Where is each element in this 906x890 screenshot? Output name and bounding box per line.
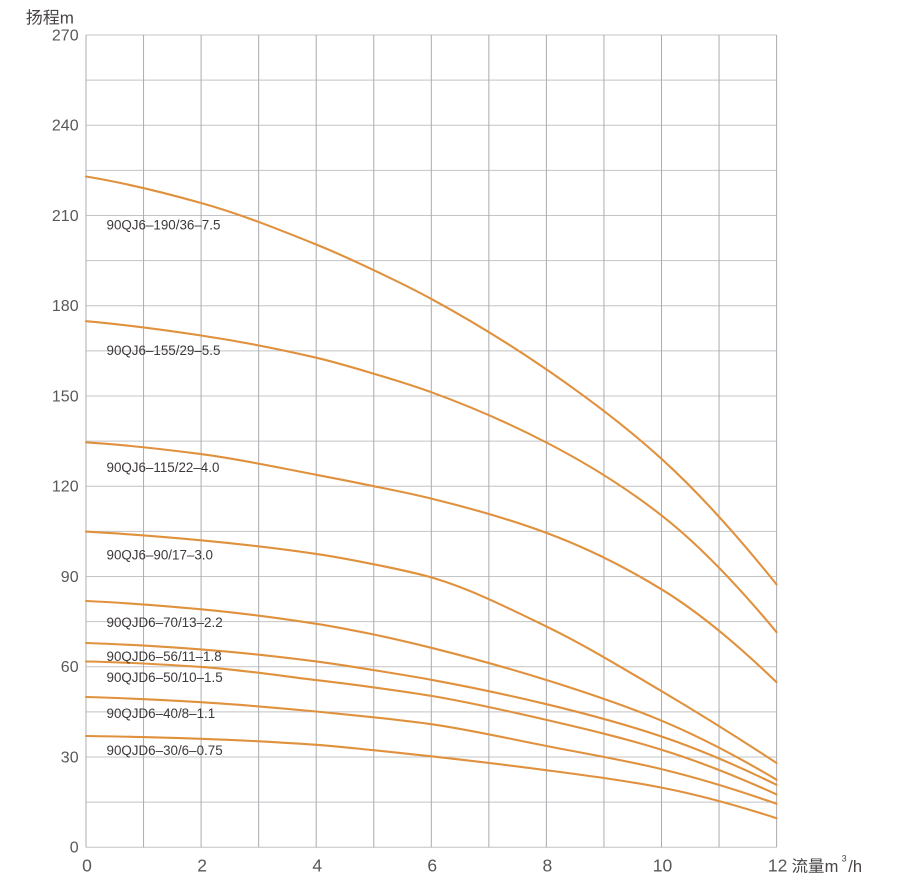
svg-text:2: 2 (197, 856, 207, 876)
svg-text:120: 120 (52, 479, 79, 496)
svg-text:90QJ6–190/36–7.5: 90QJ6–190/36–7.5 (107, 218, 221, 233)
svg-text:4: 4 (312, 856, 322, 876)
svg-text:90: 90 (61, 569, 79, 586)
svg-text:10: 10 (653, 856, 673, 876)
svg-text:210: 210 (52, 208, 79, 225)
svg-text:30: 30 (61, 750, 79, 767)
svg-text:90QJD6–30/6–0.75: 90QJD6–30/6–0.75 (107, 743, 223, 758)
svg-text:3: 3 (842, 853, 847, 863)
svg-text:150: 150 (52, 389, 79, 406)
svg-text:8: 8 (543, 856, 553, 876)
svg-text:90QJD6–50/10–1.5: 90QJD6–50/10–1.5 (107, 670, 223, 685)
svg-text:0: 0 (82, 856, 92, 876)
svg-text:240: 240 (52, 118, 79, 135)
svg-text:90QJ6–115/22–4.0: 90QJ6–115/22–4.0 (107, 460, 220, 475)
svg-text:m: m (825, 858, 839, 876)
svg-text:6: 6 (427, 856, 437, 876)
svg-text:270: 270 (52, 28, 79, 45)
svg-text:90QJD6–70/13–2.2: 90QJD6–70/13–2.2 (107, 615, 223, 630)
svg-text:60: 60 (61, 659, 79, 676)
svg-text:12: 12 (768, 856, 787, 876)
svg-text:90QJD6–40/8–1.1: 90QJD6–40/8–1.1 (107, 706, 216, 721)
svg-text:0: 0 (70, 840, 79, 857)
svg-text:90QJ6–90/17–3.0: 90QJ6–90/17–3.0 (107, 548, 213, 563)
svg-text:m: m (60, 9, 74, 28)
svg-text:90QJD6–56/11–1.8: 90QJD6–56/11–1.8 (107, 649, 222, 664)
svg-text:90QJ6–155/29–5.5: 90QJ6–155/29–5.5 (107, 343, 221, 358)
svg-text:180: 180 (52, 298, 79, 315)
svg-text:/h: /h (848, 858, 862, 876)
